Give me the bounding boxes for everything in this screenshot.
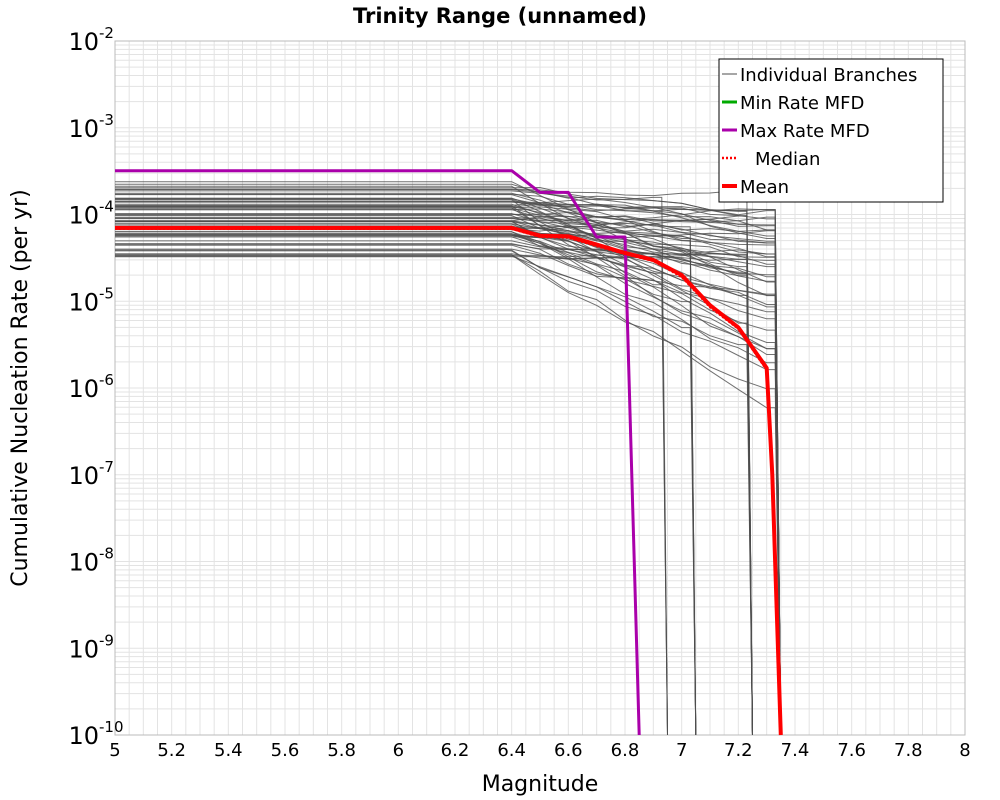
- y-tick-exponent: -9: [99, 631, 114, 649]
- y-tick-label: 10 -8: [68, 545, 114, 577]
- x-tick-label: 5: [109, 740, 120, 761]
- y-tick-base: 10: [68, 28, 99, 56]
- x-tick-label: 7: [676, 740, 687, 761]
- y-tick-label: 10 -5: [68, 284, 114, 316]
- legend-label: Mean: [740, 177, 789, 198]
- branch-line: [115, 255, 753, 736]
- branch-line: [115, 199, 782, 736]
- y-tick-base: 10: [68, 462, 99, 490]
- branch-line: [115, 234, 782, 736]
- y-tick-base: 10: [68, 549, 99, 577]
- y-tick-exponent: -8: [99, 545, 114, 563]
- legend-label: Min Rate MFD: [740, 93, 864, 114]
- branch-line: [115, 236, 753, 736]
- legend: Individual Branches Min Rate MFD Max Rate …: [718, 58, 944, 203]
- x-tick-label: 6.4: [497, 740, 526, 761]
- y-tick-exponent: -10: [99, 718, 124, 736]
- branch-line: [115, 209, 782, 736]
- y-tick-label: 10 -7: [68, 458, 114, 490]
- branch-line: [115, 254, 782, 736]
- branch-line: [115, 205, 782, 736]
- x-tick-label: 5.2: [157, 740, 186, 761]
- y-tick-base: 10: [68, 202, 99, 230]
- y-axis-label: Cumulative Nucleation Rate (per yr): [8, 189, 33, 587]
- y-tick-exponent: -7: [99, 458, 114, 476]
- y-tick-base: 10: [68, 635, 99, 663]
- y-tick-base: 10: [68, 722, 99, 750]
- y-tick-label: 10 -4: [68, 198, 114, 230]
- legend-label: Median: [755, 149, 820, 170]
- branch-line: [115, 226, 782, 736]
- legend-box: [718, 58, 944, 203]
- series-line-max-rate-mfd: [115, 169, 641, 736]
- series-line-mean: [115, 225, 783, 736]
- y-tick-label: 10 -3: [68, 111, 114, 143]
- branch-line: [115, 233, 782, 736]
- plot-area: [114, 40, 966, 736]
- branch-line: [115, 249, 697, 736]
- branch-line: [115, 197, 753, 736]
- branch-line: [115, 190, 668, 736]
- x-tick-label: 5.8: [327, 740, 356, 761]
- branch-line: [115, 208, 782, 736]
- x-tick-label: 8: [959, 740, 970, 761]
- y-tick-label: 10 -6: [68, 371, 114, 403]
- x-tick-label: 7.2: [724, 740, 753, 761]
- y-tick-exponent: -2: [99, 24, 114, 42]
- y-tick-exponent: -3: [99, 111, 114, 129]
- branch-line: [115, 181, 782, 736]
- x-tick-label: 7.6: [837, 740, 866, 761]
- x-tick-label: 6.6: [554, 740, 583, 761]
- x-tick-label: 7.8: [894, 740, 923, 761]
- y-tick-base: 10: [68, 375, 99, 403]
- branch-line: [115, 192, 697, 736]
- x-tick-labels: 5 5.2 5.4 5.6 5.8 6 6.2 6.4 6.6 6.8 7 7.2 7.4 7.6 7.8 8: [109, 740, 970, 761]
- x-tick-label: 7.4: [781, 740, 810, 761]
- x-tick-label: 6: [393, 740, 404, 761]
- x-tick-label: 5.6: [271, 740, 300, 761]
- individual-branches: [115, 181, 782, 736]
- y-tick-base: 10: [68, 115, 99, 143]
- branch-line: [115, 198, 782, 736]
- y-tick-base: 10: [68, 288, 99, 316]
- y-tick-exponent: -4: [99, 198, 114, 216]
- x-tick-label: 6.8: [611, 740, 640, 761]
- branch-line: [115, 243, 782, 736]
- branch-line: [115, 218, 782, 736]
- branch-line: [115, 231, 782, 736]
- grid: [114, 41, 966, 736]
- y-tick-label: 10 -2: [68, 24, 114, 56]
- branch-line: [115, 211, 782, 736]
- y-tick-label: 10 -10: [68, 718, 123, 750]
- y-tick-label: 10 -9: [68, 631, 114, 663]
- chart-title: Trinity Range (unnamed): [353, 4, 647, 28]
- branch-line: [115, 225, 782, 736]
- y-tick-exponent: -6: [99, 371, 114, 389]
- x-tick-label: 6.2: [441, 740, 470, 761]
- legend-label: Individual Branches: [740, 65, 917, 86]
- x-axis-label: Magnitude: [482, 772, 599, 797]
- summary-series: [115, 169, 783, 736]
- y-tick-exponent: -5: [99, 284, 114, 302]
- x-tick-label: 5.4: [214, 740, 243, 761]
- legend-label: Max Rate MFD: [740, 121, 870, 142]
